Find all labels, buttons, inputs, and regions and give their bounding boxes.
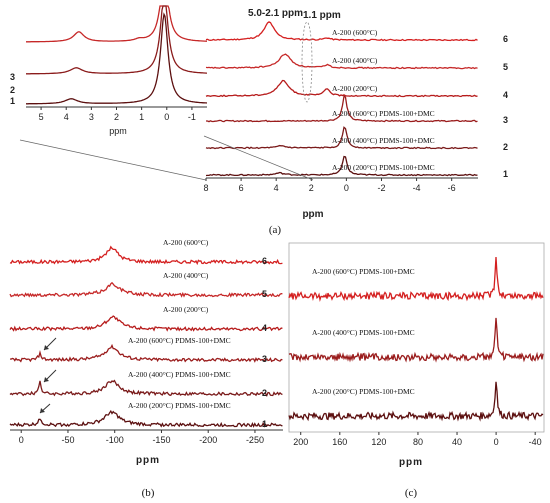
panel-a-inset: 5 4 3 2 1 0 -1 ppm 321 — [10, 5, 208, 136]
panel-c-series-label: A-200 (200°C) PDMS-100+DMC — [312, 387, 415, 396]
panel-c-tick-label: -40 — [529, 437, 542, 447]
panel-a-series-label: A-200 (400°C) — [332, 56, 378, 65]
panel-a-series-number: 5 — [503, 62, 508, 72]
panel-a-trace-6 — [205, 21, 478, 42]
panel-c-frame — [288, 242, 545, 433]
panel-b-series-number: 4 — [262, 323, 267, 333]
panel-c-xlabel: ppm — [399, 457, 423, 468]
panel-a-trace-5 — [205, 53, 478, 70]
panel-b-series-number: 2 — [262, 388, 267, 398]
panel-a-trace-4 — [205, 79, 478, 98]
panel-a-series-number: 3 — [503, 115, 508, 125]
panel-b: A-200 (600°C) 6 A-200 (400°C) 5 A-200 (200°C… — [9, 238, 283, 499]
panel-b-trace-2 — [9, 379, 283, 397]
panel-a-tick-label: 6 — [239, 183, 244, 193]
inset-trace-1 — [26, 12, 208, 105]
panel-c-series-label: A-200 (400°C) PDMS-100+DMC — [312, 328, 415, 337]
panel-c: A-200 (600°C) PDMS-100+DMC A-200 (400°C) … — [288, 242, 545, 499]
panel-c-tick-label: 200 — [293, 437, 308, 447]
zoom-connector-left — [19, 139, 207, 181]
panel-b-caption: (b) — [142, 487, 155, 499]
panel-b-series-number: 3 — [262, 354, 267, 364]
panel-a-series-label: A-200 (200°C) PDMS-100+DMC — [332, 163, 435, 172]
inset-tick-label: 0 — [164, 112, 169, 122]
panel-b-tick-label: -150 — [152, 435, 170, 445]
inset-series-number: 3 — [10, 72, 15, 82]
inset-tick-label: -1 — [188, 112, 196, 122]
panel-b-tick-label: -100 — [106, 435, 124, 445]
panel-b-trace-1 — [9, 409, 283, 428]
inset-tick-label: 5 — [39, 112, 44, 122]
inset-series-number: 1 — [10, 96, 15, 106]
panel-a-series-label: A-200 (600°C) — [332, 28, 378, 37]
zoom-connector-right — [203, 135, 314, 181]
panel-a-trace-1 — [205, 155, 478, 177]
panel-a-series-label: A-200 (400°C) PDMS-100+DMC — [332, 136, 435, 145]
inset-trace-2 — [26, 5, 207, 75]
panel-a-tick-label: 0 — [344, 183, 349, 193]
inset-tick-label: 2 — [114, 112, 119, 122]
panel-b-trace-4 — [9, 315, 283, 332]
inset-series-number: 2 — [10, 85, 15, 95]
peak-arrow-head — [44, 377, 49, 382]
inset-tick-label: 4 — [64, 112, 69, 122]
panel-c-tick-label: 160 — [332, 437, 347, 447]
panel-b-series-label: A-200 (600°C) — [163, 238, 209, 247]
panel-a-series-number: 2 — [503, 142, 508, 152]
panel-a-series-number: 4 — [503, 90, 508, 100]
panel-c-tick-label: 40 — [452, 437, 462, 447]
panel-a-trace-2 — [205, 126, 478, 150]
panel-c-series-label: A-200 (600°C) PDMS-100+DMC — [312, 267, 415, 276]
panel-b-series-number: 6 — [262, 256, 267, 266]
inset-tick-label: 1 — [139, 112, 144, 122]
panel-a-series-number: 1 — [503, 169, 508, 179]
annotation-1-1ppm: 1.1 ppm — [303, 10, 341, 21]
panel-a: A-200 (600°C) 6 A-200 (400°C) 5 A-200 (200°C… — [10, 5, 508, 236]
annotation-5-2ppm: 5.0-2.1 ppm — [248, 8, 303, 19]
panel-b-xlabel: ppm — [136, 455, 160, 466]
panel-c-tick-label: 80 — [413, 437, 423, 447]
panel-b-series-number: 5 — [262, 289, 267, 299]
panel-b-tick-label: -200 — [199, 435, 217, 445]
panel-a-tick-label: 8 — [203, 183, 208, 193]
panel-a-tick-label: 2 — [309, 183, 314, 193]
panel-a-tick-label: 4 — [274, 183, 279, 193]
panel-c-trace-1 — [288, 256, 544, 303]
panel-b-trace-6 — [9, 245, 283, 266]
panel-a-series-label: A-200 (600°C) PDMS-100+DMC — [332, 109, 435, 118]
panel-b-series-label: A-200 (600°C) PDMS-100+DMC — [128, 336, 231, 345]
panel-b-series-label: A-200 (400°C) PDMS-100+DMC — [128, 370, 231, 379]
panel-a-tick-label: -6 — [448, 183, 456, 193]
panel-c-caption: (c) — [405, 487, 418, 499]
peak-arrow-head — [40, 408, 45, 413]
panel-b-series-label: A-200 (200°C) — [163, 305, 209, 314]
panel-c-tick-label: 120 — [371, 437, 386, 447]
panel-a-tick-label: -2 — [377, 183, 385, 193]
panel-c-tick-label: 0 — [494, 437, 499, 447]
panel-b-series-number: 1 — [262, 419, 267, 429]
inset-xlabel: ppm — [109, 126, 127, 136]
inset-trace-3 — [26, 5, 207, 43]
panel-b-series-label: A-200 (200°C) PDMS-100+DMC — [128, 401, 231, 410]
panel-c-trace-3 — [288, 381, 544, 422]
panel-a-series-label: A-200 (200°C) — [332, 84, 378, 93]
panel-b-tick-label: -50 — [61, 435, 74, 445]
inset-tick-label: 3 — [89, 112, 94, 122]
panel-a-series-number: 6 — [503, 34, 508, 44]
panel-b-tick-label: -250 — [246, 435, 264, 445]
panel-a-trace-3 — [206, 95, 478, 123]
highlight-ellipse — [301, 21, 313, 103]
panel-b-trace-3 — [9, 343, 283, 363]
panel-b-tick-label: 0 — [19, 435, 24, 445]
panel-a-xlabel: ppm — [302, 209, 323, 220]
panel-b-series-label: A-200 (400°C) — [163, 271, 209, 280]
panel-c-trace-2 — [288, 317, 544, 363]
panel-a-tick-label: -4 — [413, 183, 421, 193]
peak-arrow-head — [44, 345, 49, 350]
panel-a-caption: (a) — [269, 224, 282, 236]
panel-b-trace-5 — [9, 281, 283, 298]
